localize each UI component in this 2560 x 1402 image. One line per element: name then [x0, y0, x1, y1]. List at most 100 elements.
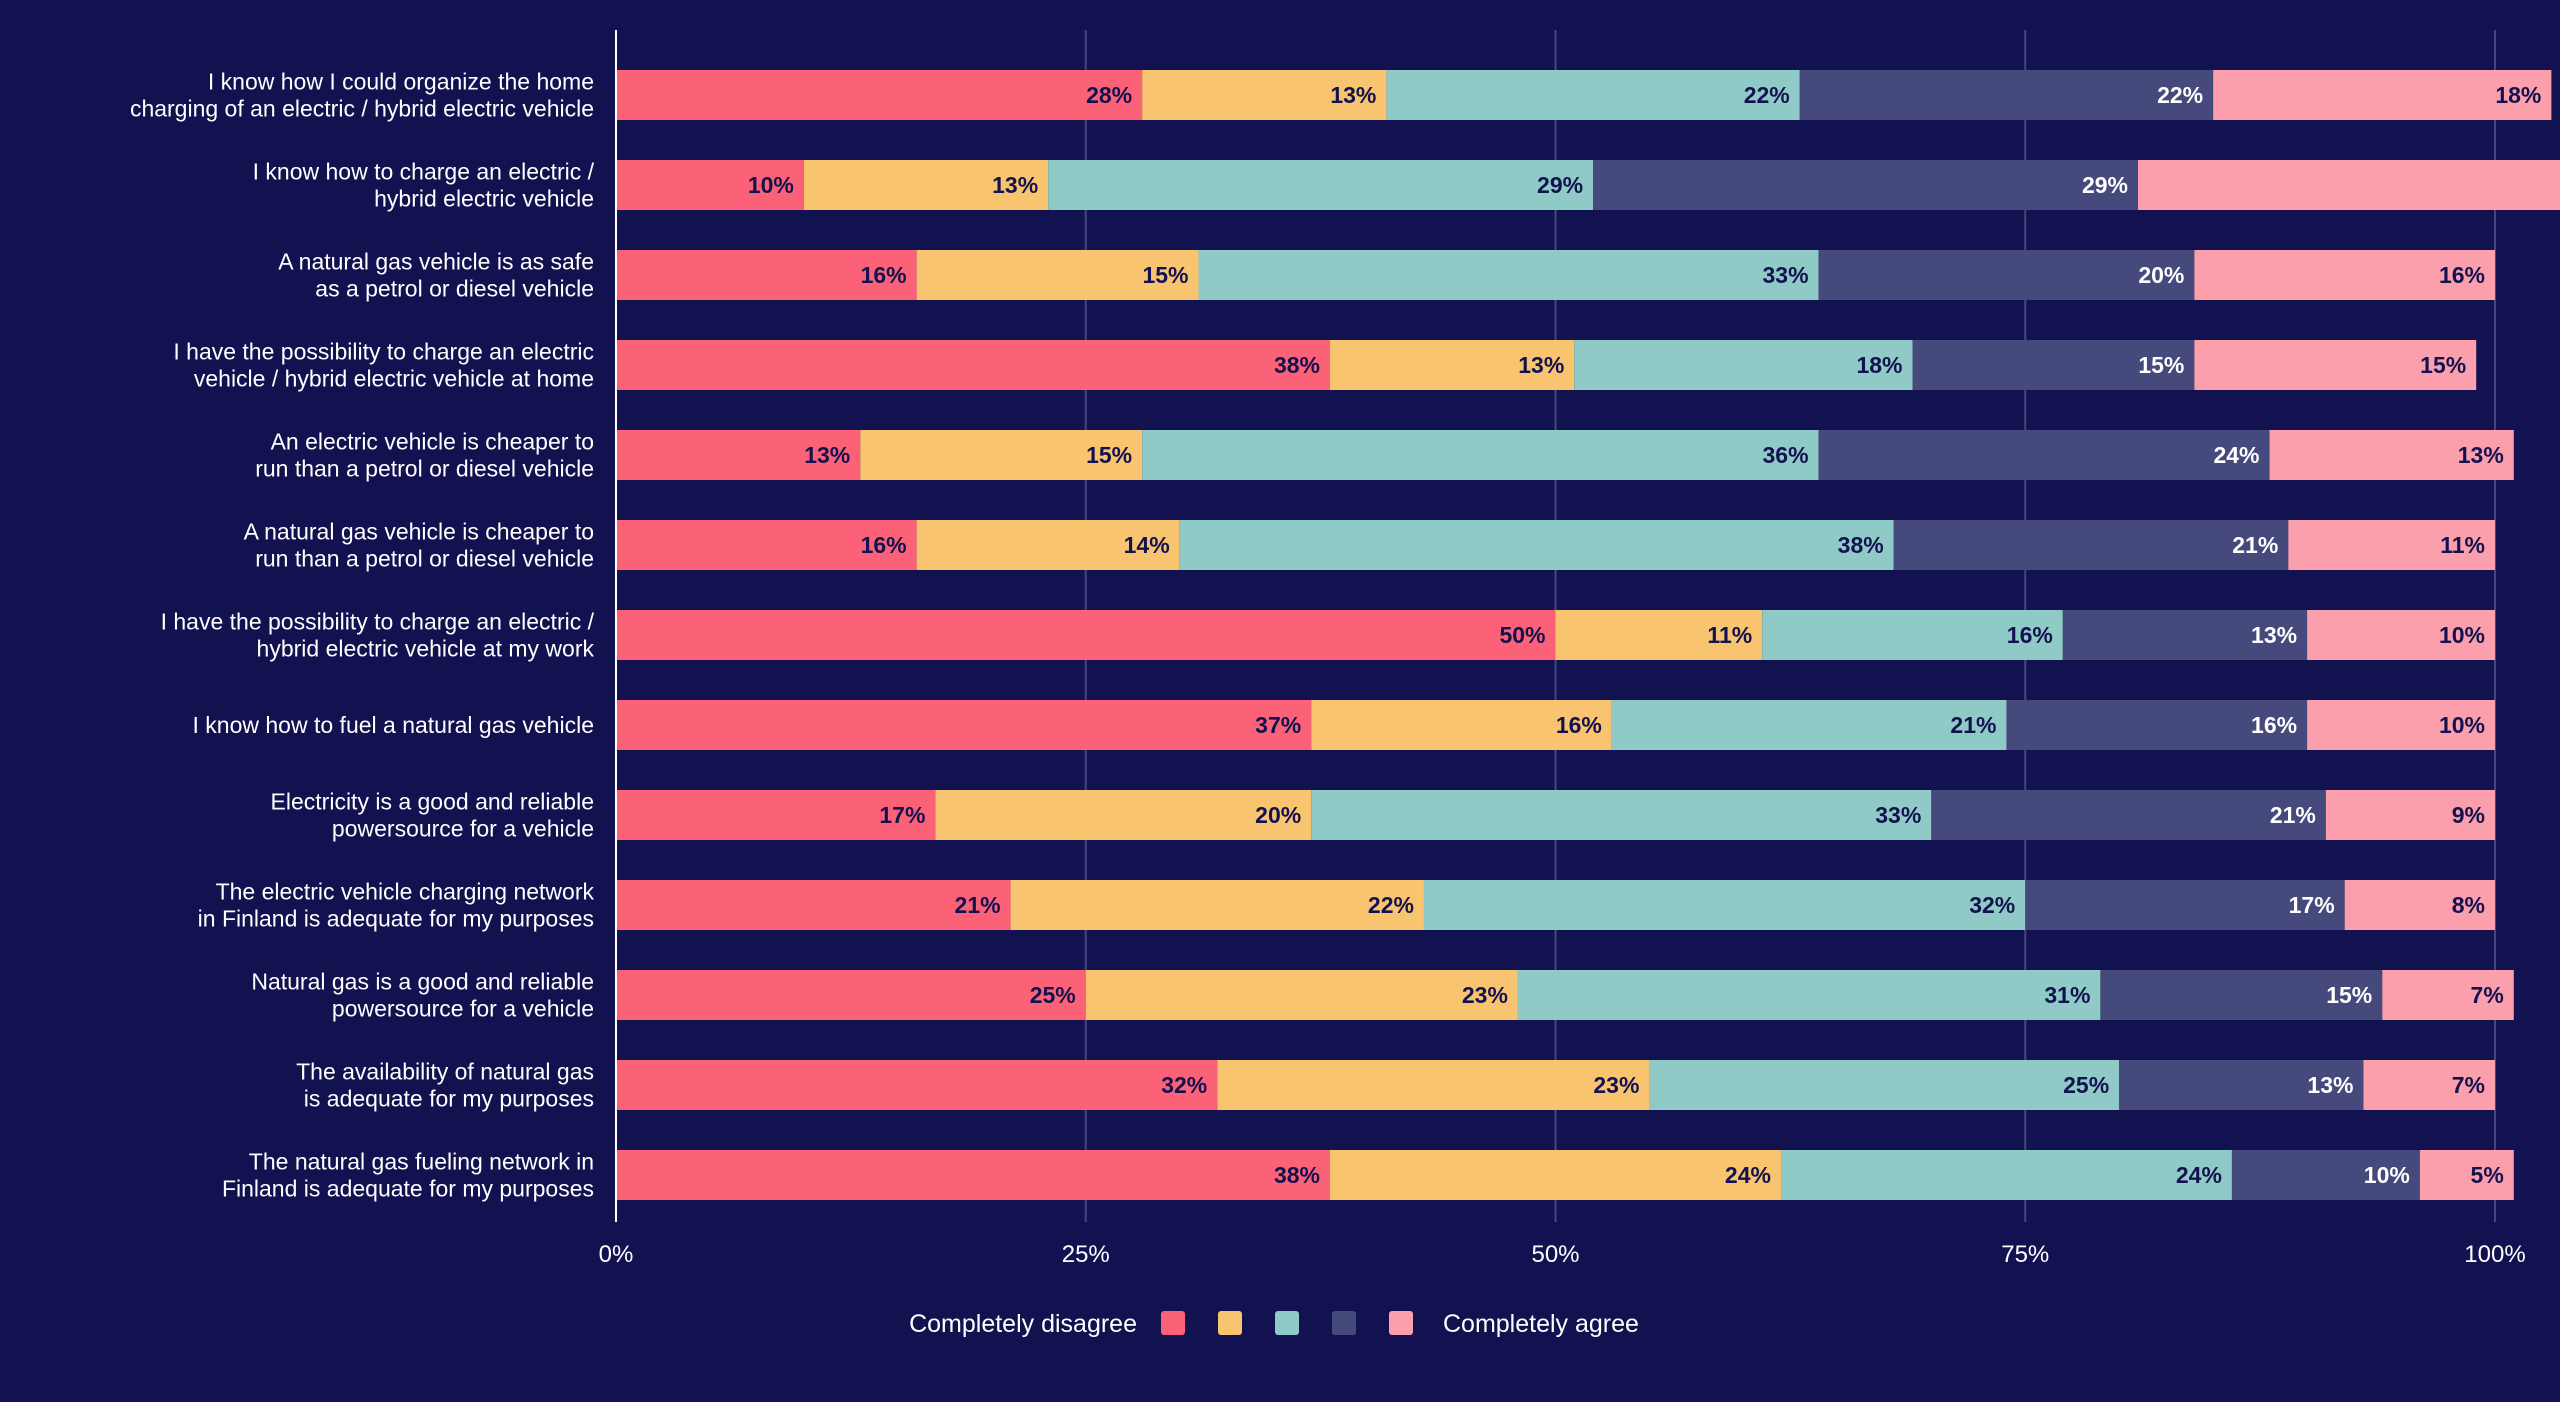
bar-segment-row9-series3: 33%	[1311, 790, 1932, 840]
bar-segment-row3-series5: 16%	[2194, 250, 2495, 300]
x-tick-label: 75%	[2001, 1241, 2049, 1268]
category-label-line: vehicle / hybrid electric vehicle at hom…	[194, 366, 594, 392]
bar-row4-1	[616, 340, 1331, 390]
data-label-row13-1: 38%	[1274, 1162, 1320, 1188]
bars-layer: 28% 13% 22% 22% 18% 10% 13% 29% 29% 29% 16% 15% 33% 2…	[616, 70, 2560, 1200]
data-label-row10-5: 8%	[2452, 892, 2485, 918]
bar-row8-1	[616, 700, 1312, 750]
bar-segment-row6-series1: 16%	[616, 520, 917, 570]
data-label-row13-4: 10%	[2364, 1162, 2410, 1188]
data-label-row4-5: 15%	[2420, 352, 2466, 378]
bar-row13-3	[1780, 1150, 2232, 1200]
data-label-row11-2: 23%	[1462, 982, 1508, 1008]
bar-segment-row9-series5: 9%	[2325, 790, 2495, 840]
category-label-line: run than a petrol or diesel vehicle	[255, 456, 594, 482]
bar-segment-row3-series3: 33%	[1198, 250, 1819, 300]
data-label-row6-5: 11%	[2440, 532, 2485, 558]
category-label-line: The electric vehicle charging network	[216, 879, 595, 905]
bar-segment-row8-series5: 10%	[2307, 700, 2495, 750]
data-label-row11-1: 25%	[1030, 982, 1076, 1008]
data-label-row3-2: 15%	[1142, 262, 1188, 288]
data-label-row6-4: 21%	[2232, 532, 2278, 558]
data-label-row7-2: 11%	[1707, 622, 1752, 648]
bar-segment-row10-series2: 22%	[1010, 880, 1424, 930]
bar-row10-5	[2344, 880, 2495, 930]
bar-row4-2	[1330, 340, 1575, 390]
legend-swatch-1	[1161, 1311, 1185, 1335]
bar-segment-row11-series3: 31%	[1517, 970, 2101, 1020]
bar-segment-row8-series1: 37%	[616, 700, 1312, 750]
bar-row8-5	[2307, 700, 2495, 750]
category-label: I know how to charge an electric / hybrid…	[253, 159, 595, 212]
bar-segment-row8-series2: 16%	[1311, 700, 1612, 750]
x-axis: 0% 25% 50% 75% 100%	[599, 30, 2526, 1268]
bar-segment-row3-series1: 16%	[616, 250, 917, 300]
bar-segment-row2-series1: 10%	[616, 160, 804, 210]
bar-segment-row7-series4: 13%	[2062, 610, 2308, 660]
bar-segment-row11-series5: 7%	[2382, 970, 2514, 1020]
data-label-row9-1: 17%	[879, 802, 925, 828]
category-label: A natural gas vehicle is cheaper to run t…	[244, 519, 594, 572]
bar-segment-row2-series5: 29%	[2137, 160, 2560, 210]
data-label-row12-3: 25%	[2063, 1072, 2109, 1098]
legend: Completely disagree Completely agree	[909, 1310, 1639, 1338]
data-label-row2-2: 13%	[992, 172, 1038, 198]
category-label-line: as a petrol or diesel vehicle	[315, 276, 594, 302]
category-label-line: charging of an electric / hybrid electri…	[130, 96, 594, 122]
data-label-row4-3: 18%	[1856, 352, 1902, 378]
bar-row6-2	[916, 520, 1180, 570]
bar-row10-3	[1423, 880, 2026, 930]
x-tick-label: 100%	[2464, 1241, 2525, 1268]
category-label: An electric vehicle is cheaper to run tha…	[255, 429, 594, 482]
data-label-row2-4: 29%	[2082, 172, 2128, 198]
bar-segment-row4-series3: 18%	[1574, 340, 1913, 390]
bar-row5-2	[860, 430, 1143, 480]
bar-row4-4	[1912, 340, 2195, 390]
data-label-row4-4: 15%	[2138, 352, 2184, 378]
category-label-line: A natural gas vehicle is cheaper to	[244, 519, 594, 545]
bar-segment-row7-series3: 16%	[1762, 610, 2063, 660]
bar-row3-3	[1198, 250, 1819, 300]
bar-row1-3	[1386, 70, 1800, 120]
data-label-row5-4: 24%	[2213, 442, 2259, 468]
category-label-line: A natural gas vehicle is as safe	[278, 249, 594, 275]
data-label-row9-4: 21%	[2270, 802, 2316, 828]
bar-segment-row5-series1: 13%	[616, 430, 861, 480]
bar-row7-4	[2062, 610, 2308, 660]
category-label: A natural gas vehicle is as safe as a pet…	[278, 249, 594, 302]
category-label-line: hybrid electric vehicle	[374, 186, 594, 212]
bar-row2-4	[1593, 160, 2138, 210]
bar-row6-4	[1893, 520, 2289, 570]
bar-segment-row5-series2: 15%	[860, 430, 1143, 480]
bar-row13-5	[2419, 1150, 2514, 1200]
bar-row7-3	[1762, 610, 2063, 660]
bar-row11-1	[616, 970, 1086, 1020]
bar-row11-5	[2382, 970, 2514, 1020]
bar-segment-row8-series3: 21%	[1611, 700, 2007, 750]
category-label: I know how to fuel a natural gas vehicle	[193, 712, 594, 738]
data-label-row10-3: 32%	[1969, 892, 2015, 918]
data-label-row11-4: 15%	[2326, 982, 2372, 1008]
data-label-row8-4: 16%	[2251, 712, 2297, 738]
data-label-row8-5: 10%	[2439, 712, 2485, 738]
bar-segment-row1-series2: 13%	[1142, 70, 1387, 120]
bar-segment-row1-series4: 22%	[1799, 70, 2214, 120]
category-label-line: Natural gas is a good and reliable	[251, 969, 594, 995]
bar-segment-row6-series5: 11%	[2288, 520, 2495, 570]
data-label-row1-1: 28%	[1086, 82, 1132, 108]
bar-row4-5	[2194, 340, 2477, 390]
bar-row1-1	[616, 70, 1143, 120]
bar-row3-1	[616, 250, 917, 300]
bar-segment-row7-series5: 10%	[2307, 610, 2495, 660]
data-label-row3-1: 16%	[861, 262, 907, 288]
bar-segment-row12-series1: 32%	[616, 1060, 1218, 1110]
bar-row9-3	[1311, 790, 1932, 840]
legend-swatch-2	[1218, 1311, 1242, 1335]
data-label-row7-3: 16%	[2007, 622, 2053, 648]
bar-segment-row11-series2: 23%	[1085, 970, 1518, 1020]
bar-row13-2	[1330, 1150, 1781, 1200]
bar-segment-row1-series1: 28%	[616, 70, 1143, 120]
bar-row1-4	[1799, 70, 2214, 120]
bar-row6-1	[616, 520, 917, 570]
